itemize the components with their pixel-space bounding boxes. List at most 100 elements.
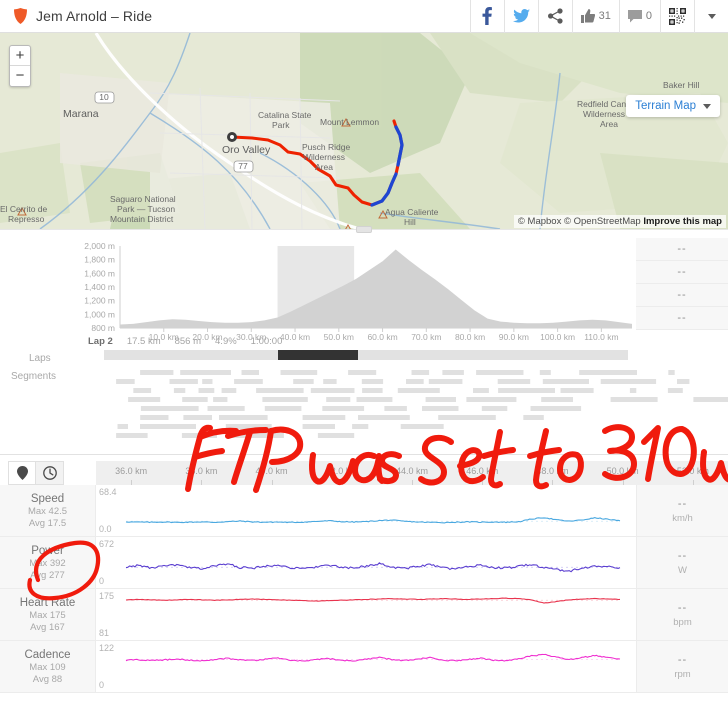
segment-bar[interactable] bbox=[231, 433, 284, 438]
power-metric-label[interactable]: Power Max 392 Avg 277 bbox=[0, 537, 96, 588]
segment-bar[interactable] bbox=[140, 370, 174, 375]
segment-bar[interactable] bbox=[610, 397, 658, 402]
segment-bar[interactable] bbox=[530, 406, 582, 411]
segment-bar[interactable] bbox=[541, 397, 573, 402]
segment-bar[interactable] bbox=[362, 388, 383, 393]
segment-bar[interactable] bbox=[693, 397, 728, 402]
segment-bar[interactable] bbox=[213, 397, 228, 402]
twitter-share-button[interactable] bbox=[503, 0, 538, 33]
segment-bar[interactable] bbox=[361, 379, 384, 384]
segment-bar[interactable] bbox=[425, 397, 456, 402]
lap-bar-active[interactable] bbox=[278, 350, 358, 360]
segment-bar[interactable] bbox=[169, 379, 198, 384]
map-layer-selector[interactable]: Terrain Map bbox=[626, 95, 720, 117]
segment-bar[interactable] bbox=[384, 406, 407, 411]
segment-bar[interactable] bbox=[219, 415, 268, 420]
segment-bar[interactable] bbox=[262, 397, 308, 402]
segment-bar[interactable] bbox=[411, 370, 430, 375]
segment-bar[interactable] bbox=[400, 424, 444, 429]
segment-bar[interactable] bbox=[173, 388, 186, 393]
segment-bar[interactable] bbox=[182, 397, 208, 402]
segment-bar[interactable] bbox=[539, 370, 551, 375]
segment-bar[interactable] bbox=[117, 424, 129, 429]
segment-bar[interactable] bbox=[140, 424, 196, 429]
segment-bar[interactable] bbox=[323, 379, 337, 384]
segment-bar[interactable] bbox=[668, 370, 675, 375]
comments-button[interactable]: 0 bbox=[618, 0, 660, 33]
segment-bar[interactable] bbox=[466, 397, 517, 402]
segment-bar[interactable] bbox=[579, 370, 637, 375]
elevation-chart[interactable]: 2,000 m 1,800 m 1,600 m 1,400 m 1,200 m 1,000… bbox=[0, 236, 640, 348]
segment-bar[interactable] bbox=[183, 415, 212, 420]
improve-map-link[interactable]: Improve this map bbox=[643, 216, 722, 227]
segment-bar[interactable] bbox=[198, 388, 215, 393]
segment-bar[interactable] bbox=[326, 397, 351, 402]
segment-bar[interactable] bbox=[310, 388, 355, 393]
segment-bar[interactable] bbox=[264, 406, 302, 411]
segment-bar[interactable] bbox=[356, 397, 393, 402]
segment-bar[interactable] bbox=[207, 406, 245, 411]
segment-bar[interactable] bbox=[629, 388, 637, 393]
segment-bar[interactable] bbox=[667, 388, 683, 393]
cadence-metric-label[interactable]: Cadence Max 109 Avg 88 bbox=[0, 641, 96, 692]
segment-bar[interactable] bbox=[133, 388, 152, 393]
segment-bar[interactable] bbox=[241, 370, 260, 375]
segment-bar[interactable] bbox=[523, 415, 544, 420]
segment-bar[interactable] bbox=[221, 388, 237, 393]
kudos-button[interactable]: 31 bbox=[571, 0, 619, 33]
segment-bar[interactable] bbox=[116, 379, 135, 384]
zoom-out-button[interactable]: − bbox=[15, 67, 25, 84]
segment-bar[interactable] bbox=[180, 370, 231, 375]
more-options-button[interactable] bbox=[694, 0, 728, 33]
segment-bar[interactable] bbox=[438, 415, 496, 420]
segment-bar[interactable] bbox=[397, 388, 440, 393]
segment-bar[interactable] bbox=[322, 406, 365, 411]
segment-bar[interactable] bbox=[128, 397, 161, 402]
segment-bar[interactable] bbox=[348, 370, 377, 375]
segment-bar[interactable] bbox=[476, 370, 524, 375]
speed-metric-label[interactable]: Speed Max 42.5 Avg 17.5 bbox=[0, 485, 96, 536]
speed-plot[interactable]: 68.4 0.0 bbox=[96, 485, 636, 536]
segment-bar[interactable] bbox=[442, 370, 464, 375]
segment-bar[interactable] bbox=[600, 379, 657, 384]
segment-bar[interactable] bbox=[473, 388, 489, 393]
segment-bar[interactable] bbox=[256, 388, 304, 393]
segment-bar[interactable] bbox=[234, 379, 263, 384]
segment-bar[interactable] bbox=[677, 379, 690, 384]
cadence-plot[interactable]: 122 0 bbox=[96, 641, 636, 692]
panel-resize-handle[interactable] bbox=[356, 226, 372, 233]
facebook-share-button[interactable] bbox=[469, 0, 504, 33]
segment-bar[interactable] bbox=[302, 415, 346, 420]
segment-bar[interactable] bbox=[317, 433, 355, 438]
segment-bar[interactable] bbox=[293, 379, 314, 384]
segment-bar[interactable] bbox=[181, 433, 217, 438]
heart-rate-plot[interactable]: 175 81 bbox=[96, 589, 636, 640]
laps-bar[interactable] bbox=[104, 350, 728, 362]
segment-bar[interactable] bbox=[225, 424, 272, 429]
segment-bar[interactable] bbox=[280, 370, 318, 375]
segment-bar[interactable] bbox=[352, 424, 369, 429]
segment-bar[interactable] bbox=[140, 415, 169, 420]
toggle-time-axis[interactable] bbox=[36, 461, 64, 485]
segment-bar[interactable] bbox=[116, 433, 148, 438]
power-plot[interactable]: 672 0 bbox=[96, 537, 636, 588]
segment-bar[interactable] bbox=[302, 424, 335, 429]
segment-bar[interactable] bbox=[497, 379, 531, 384]
segments-matrix[interactable] bbox=[104, 370, 728, 442]
qr-code-button[interactable] bbox=[660, 0, 694, 33]
segment-bar[interactable] bbox=[428, 379, 463, 384]
segment-bar[interactable] bbox=[560, 388, 594, 393]
segment-bar[interactable] bbox=[422, 406, 459, 411]
segment-bar[interactable] bbox=[140, 406, 199, 411]
segment-bar[interactable] bbox=[358, 415, 410, 420]
zoom-in-button[interactable]: + bbox=[10, 46, 30, 66]
segment-bar[interactable] bbox=[481, 406, 508, 411]
segment-bar[interactable] bbox=[406, 379, 424, 384]
map-zoom-controls[interactable]: + − bbox=[9, 45, 31, 87]
toggle-distance-axis[interactable] bbox=[8, 461, 36, 485]
segment-bar[interactable] bbox=[202, 379, 213, 384]
heart-rate-metric-label[interactable]: Heart Rate Max 175 Avg 167 bbox=[0, 589, 96, 640]
segment-bar[interactable] bbox=[498, 388, 555, 393]
segment-bar[interactable] bbox=[542, 379, 589, 384]
